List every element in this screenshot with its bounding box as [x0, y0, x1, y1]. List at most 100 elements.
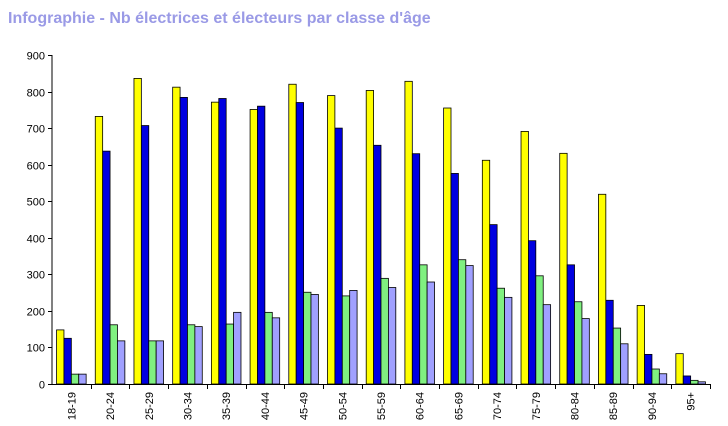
y-tick-label: 100	[27, 343, 45, 355]
bar-series-1-35-39	[210, 101, 220, 385]
bar-series-2-95+	[682, 375, 692, 385]
bar-series-2-40-44	[257, 105, 266, 385]
x-tick-label: 18-19	[66, 392, 78, 420]
bar-series-4-70-74	[504, 296, 513, 385]
x-tick-label: 90-94	[647, 392, 659, 420]
x-tick-label: 85-89	[608, 392, 620, 420]
y-tick-label: 0	[39, 380, 45, 392]
bar-series-1-90-94	[636, 305, 645, 385]
bar-series-1-50-54	[327, 95, 336, 385]
bar-series-2-20-24	[102, 150, 111, 385]
bar-series-4-50-54	[349, 290, 358, 385]
y-tick-label: 300	[27, 270, 45, 282]
bar-series-3-55-59	[380, 277, 389, 385]
x-tick-label: 60-64	[415, 392, 427, 420]
bar-series-2-18-19	[63, 337, 72, 385]
x-tick-label: 70-74	[492, 392, 504, 420]
bar-series-3-90-94	[651, 368, 660, 385]
y-tick-label: 700	[27, 124, 45, 136]
bar-series-1-70-74	[481, 159, 491, 385]
bar-series-4-35-39	[233, 311, 242, 385]
bar-series-4-85-89	[620, 343, 629, 385]
bar-series-2-75-79	[528, 240, 537, 385]
chart-title: Infographie - Nb électrices et électeurs…	[8, 10, 431, 27]
x-tick-label: 75-79	[531, 392, 543, 420]
x-tick-label: 95+	[686, 392, 698, 411]
bar-series-1-18-19	[56, 329, 65, 385]
bar-series-4-65-69	[465, 265, 474, 385]
bar-series-3-75-79	[535, 275, 544, 385]
bar-series-2-55-59	[373, 144, 382, 385]
bar-series-1-55-59	[365, 90, 375, 385]
bars	[56, 78, 706, 385]
bar-series-2-65-69	[450, 173, 459, 385]
bar-series-1-85-89	[598, 193, 607, 385]
bar-series-4-30-34	[194, 326, 203, 385]
x-tick-label: 35-39	[221, 392, 233, 420]
bar-series-1-40-44	[249, 109, 258, 385]
bar-series-4-20-24	[117, 340, 126, 385]
x-tick-label: 40-44	[260, 392, 272, 420]
bar-series-4-90-94	[658, 373, 668, 385]
bar-series-3-40-44	[264, 311, 273, 385]
x-tick-label: 65-69	[453, 392, 465, 420]
bar-series-3-95+	[690, 379, 699, 385]
bar-series-2-70-74	[489, 224, 498, 385]
bar-series-4-80-84	[581, 318, 590, 385]
bar-series-4-55-59	[387, 287, 397, 385]
bar-series-3-80-84	[574, 301, 583, 385]
bar-series-2-60-64	[411, 153, 421, 385]
x-tick-label: 25-29	[144, 392, 156, 420]
bar-series-3-85-89	[612, 327, 622, 385]
bar-series-2-25-29	[140, 125, 150, 385]
bar-series-4-25-29	[155, 340, 164, 385]
bar-series-1-30-34	[172, 86, 181, 385]
y-tick-label: 600	[27, 161, 45, 173]
x-axis: 18-19 20-24 25-29 30-34 35-39 40-44 45-49 50-54…	[52, 384, 711, 420]
x-tick-label: 80-84	[570, 392, 582, 420]
bar-series-3-30-34	[187, 324, 196, 385]
bar-series-4-18-19	[78, 373, 87, 385]
bar-series-3-20-24	[109, 324, 118, 385]
bar-series-2-45-49	[295, 102, 304, 385]
bar-series-3-45-49	[303, 291, 312, 385]
bar-series-4-45-49	[310, 294, 319, 385]
bar-series-3-70-74	[496, 287, 505, 385]
bar-series-3-50-54	[341, 295, 351, 385]
bar-series-3-18-19	[70, 373, 80, 385]
bar-series-1-60-64	[404, 80, 413, 385]
bar-series-2-30-34	[179, 97, 188, 385]
bar-series-1-80-84	[559, 152, 568, 385]
bar-series-2-85-89	[605, 299, 614, 385]
bar-series-1-95+	[675, 353, 684, 385]
bar-series-2-50-54	[334, 127, 343, 385]
y-tick-label: 400	[27, 234, 45, 246]
bar-series-2-90-94	[644, 353, 653, 385]
x-tick-label: 30-34	[182, 392, 194, 420]
bar-series-3-60-64	[419, 264, 428, 385]
bar-series-1-75-79	[520, 130, 529, 385]
y-tick-label: 500	[27, 197, 45, 209]
bar-series-4-40-44	[271, 317, 281, 385]
bar-series-2-35-39	[218, 98, 227, 385]
y-tick-label: 200	[27, 307, 45, 319]
bar-series-1-65-69	[443, 107, 452, 385]
x-tick-label: 55-59	[376, 392, 388, 420]
bar-series-4-75-79	[542, 304, 552, 385]
bar-series-2-80-84	[566, 264, 575, 385]
bar-series-3-65-69	[458, 259, 467, 385]
x-tick-label: 20-24	[105, 392, 117, 420]
bar-series-1-20-24	[94, 116, 104, 385]
bar-series-4-95+	[697, 381, 706, 385]
bar-series-3-25-29	[148, 340, 157, 385]
bar-series-4-60-64	[426, 281, 435, 385]
y-tick-label: 800	[27, 88, 45, 100]
bar-series-1-25-29	[133, 78, 142, 385]
bar-series-3-35-39	[225, 323, 234, 385]
bar-series-1-45-49	[288, 83, 297, 385]
x-tick-label: 50-54	[337, 392, 349, 420]
y-tick-label: 900	[27, 51, 45, 63]
y-axis: 0 100 200 300 400 500 600 700 800 900	[27, 51, 53, 392]
x-tick-label: 45-49	[299, 392, 311, 420]
